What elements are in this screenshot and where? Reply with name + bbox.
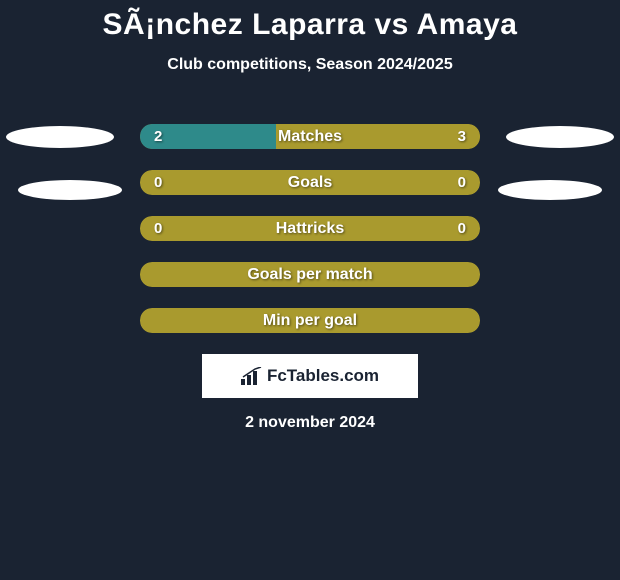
logo-text: FcTables.com [267,366,379,386]
stat-row: 00Goals [0,170,620,195]
stat-row: Min per goal [0,308,620,333]
stat-bar: 00Hattricks [140,216,480,241]
stats-area: 23Matches 00Goals 00Hattricks Goals per mat… [0,124,620,333]
stat-label: Matches [140,124,480,149]
stat-bar: Min per goal [140,308,480,333]
stat-row: Goals per match [0,262,620,287]
comparison-container: SÃ¡nchez Laparra vs Amaya Club competiti… [0,0,620,432]
date-text: 2 november 2024 [0,414,620,432]
stat-row: 23Matches [0,124,620,149]
stat-label: Hattricks [140,216,480,241]
page-title: SÃ¡nchez Laparra vs Amaya [0,8,620,42]
subtitle: Club competitions, Season 2024/2025 [0,56,620,74]
stat-bar: 00Goals [140,170,480,195]
stat-label: Goals per match [140,262,480,287]
logo-box: FcTables.com [202,354,418,398]
stat-label: Min per goal [140,308,480,333]
stat-label: Goals [140,170,480,195]
stat-bar: Goals per match [140,262,480,287]
stat-row: 00Hattricks [0,216,620,241]
stat-bar: 23Matches [140,124,480,149]
chart-icon [241,367,263,385]
